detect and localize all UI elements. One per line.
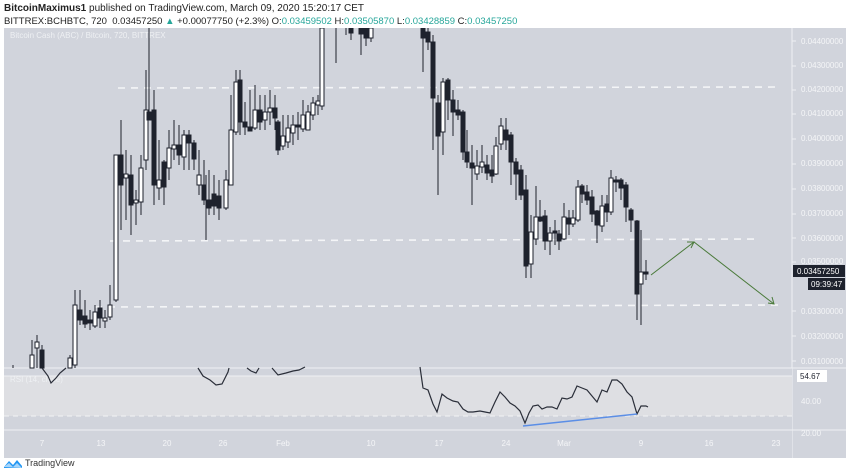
svg-text:0.03100000: 0.03100000 bbox=[801, 357, 844, 366]
publish-info: BitcoinMaximus1 published on TradingView… bbox=[4, 3, 364, 14]
high-value: 0.03505870 bbox=[344, 16, 395, 27]
svg-text:40.00: 40.00 bbox=[801, 397, 822, 406]
tradingview-logo-icon bbox=[4, 460, 22, 468]
svg-text:0.04100000: 0.04100000 bbox=[801, 109, 844, 118]
svg-text:0.04200000: 0.04200000 bbox=[801, 85, 844, 94]
svg-text:0.04400000: 0.04400000 bbox=[801, 37, 844, 46]
countdown-badge bbox=[808, 278, 845, 290]
author-name[interactable]: BitcoinMaximus1 bbox=[4, 3, 87, 14]
svg-text:0.04300000: 0.04300000 bbox=[801, 61, 844, 70]
svg-text:20: 20 bbox=[163, 439, 172, 448]
svg-text:13: 13 bbox=[97, 439, 106, 448]
symbol: BITTREX:BCHBTC, 720 bbox=[4, 16, 107, 27]
open-value: 0.03459502 bbox=[281, 16, 332, 27]
last-price-badge bbox=[793, 265, 845, 277]
rsi-value-badge bbox=[797, 370, 827, 382]
svg-text:54.67: 54.67 bbox=[800, 372, 821, 381]
svg-text:0.03300000: 0.03300000 bbox=[801, 307, 844, 316]
svg-text:0.03457250: 0.03457250 bbox=[797, 267, 840, 276]
svg-text:0.03700000: 0.03700000 bbox=[801, 209, 844, 218]
rsi-divergence-line[interactable] bbox=[522, 413, 638, 427]
rsi-line bbox=[41, 366, 649, 425]
svg-text:20.00: 20.00 bbox=[801, 429, 822, 438]
svg-text:17: 17 bbox=[435, 439, 444, 448]
svg-text:9: 9 bbox=[639, 439, 644, 448]
low-value: 0.03428859 bbox=[404, 16, 456, 27]
svg-text:0.03500000: 0.03500000 bbox=[801, 257, 844, 266]
svg-text:23: 23 bbox=[772, 439, 781, 448]
svg-text:Mar: Mar bbox=[557, 439, 571, 448]
svg-text:0.04000000: 0.04000000 bbox=[801, 134, 844, 143]
svg-text:16: 16 bbox=[705, 439, 714, 448]
close-value: 0.03457250 bbox=[467, 16, 518, 27]
svg-text:0.03600000: 0.03600000 bbox=[801, 234, 844, 243]
svg-text:26: 26 bbox=[219, 439, 228, 448]
svg-text:0.03200000: 0.03200000 bbox=[801, 332, 844, 341]
svg-text:7: 7 bbox=[40, 439, 45, 448]
published-text: published on TradingView.com, March 09, … bbox=[89, 3, 365, 14]
svg-text:24: 24 bbox=[502, 439, 511, 448]
symbol-info: BITTREX:BCHBTC, 720 0.03457250 ▲ +0.0007… bbox=[4, 16, 518, 27]
candlesticks bbox=[12, 27, 649, 369]
svg-text:09:39:47: 09:39:47 bbox=[811, 280, 843, 289]
time-axis[interactable] bbox=[4, 430, 792, 458]
up-arrow-icon: ▲ bbox=[165, 16, 175, 27]
chart-container[interactable]: Bitcoin Cash (ABC) / Bitcoin, 720, BITTR… bbox=[4, 27, 850, 458]
price-change: +0.00077750 (+2.3%) bbox=[177, 16, 270, 27]
chart-title: Bitcoin Cash (ABC) / Bitcoin, 720, BITTR… bbox=[10, 31, 166, 40]
svg-text:Feb: Feb bbox=[276, 439, 290, 448]
brand-label: TradingView bbox=[25, 458, 75, 468]
svg-text:0.03900000: 0.03900000 bbox=[801, 159, 844, 168]
price-pane[interactable] bbox=[4, 28, 792, 368]
price-axis[interactable] bbox=[792, 28, 846, 458]
projection-arrows[interactable] bbox=[650, 241, 775, 305]
tradingview-branding[interactable]: TradingView bbox=[4, 458, 75, 468]
last-price: 0.03457250 bbox=[112, 16, 163, 27]
svg-text:0.03800000: 0.03800000 bbox=[801, 184, 844, 193]
time-axis-labels: 7 13 20 26 Feb 10 17 24 Mar 9 16 23 bbox=[40, 439, 781, 448]
rsi-title: RSI (14, close) bbox=[10, 375, 63, 384]
svg-text:10: 10 bbox=[367, 439, 376, 448]
price-axis-labels: 0.04400000 0.04300000 0.04200000 0.04100… bbox=[801, 37, 844, 366]
